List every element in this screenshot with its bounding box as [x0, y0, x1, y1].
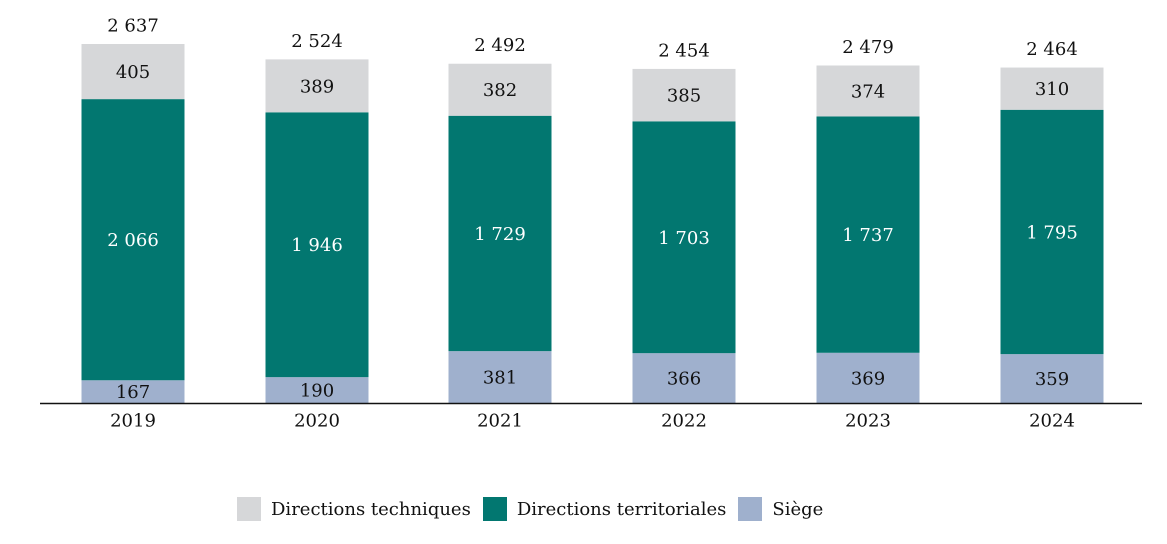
bar-segment-directions-territoriales-2022 — [632, 121, 736, 354]
bar-segment-siege-2020 — [265, 377, 369, 403]
legend: Directions techniques Directions territo… — [237, 497, 835, 521]
bar-segment-siege-2019 — [81, 380, 185, 403]
total-label-2024: 2 464 — [1026, 39, 1078, 60]
bar-segment-directions-territoriales-2019 — [81, 99, 185, 381]
data-label-directions-techniques-2020: 389 — [300, 76, 334, 97]
data-label-directions-territoriales-2021: 1 729 — [474, 224, 526, 245]
data-label-directions-techniques-2022: 385 — [667, 86, 701, 107]
stacked-bar-chart: 167 2 066 405 2 637 2019 190 1 946 389 2 524 2020… — [40, 16, 1142, 432]
data-label-siege-2022: 366 — [667, 369, 701, 390]
bars-group — [81, 44, 1104, 403]
data-label-siege-2023: 369 — [851, 368, 885, 389]
data-label-directions-territoriales-2022: 1 703 — [658, 228, 710, 249]
x-tick-label-2019: 2019 — [110, 411, 156, 432]
total-label-2019: 2 637 — [107, 16, 159, 37]
data-label-directions-territoriales-2023: 1 737 — [842, 225, 894, 246]
bar-segment-siege-2021 — [448, 351, 552, 403]
data-label-siege-2024: 359 — [1035, 369, 1069, 390]
legend-item-directions-techniques: Directions techniques — [237, 497, 471, 521]
bar-segment-siege-2024 — [1000, 354, 1104, 403]
total-label-2022: 2 454 — [658, 40, 710, 61]
legend-label-directions-techniques: Directions techniques — [271, 498, 471, 520]
legend-swatch-directions-territoriales — [482, 497, 507, 521]
legend-swatch-siege — [738, 497, 763, 521]
bar-segment-directions-territoriales-2021 — [448, 115, 552, 352]
x-tick-label-2020: 2020 — [294, 411, 340, 432]
legend-swatch-directions-techniques — [237, 497, 261, 521]
x-tick-label-2022: 2022 — [661, 411, 707, 432]
bar-segment-directions-techniques-2024 — [1000, 67, 1104, 110]
bar-segment-directions-territoriales-2020 — [265, 112, 369, 378]
data-label-siege-2021: 381 — [483, 368, 517, 389]
bar-segment-siege-2023 — [816, 352, 920, 403]
data-label-siege-2019: 167 — [116, 382, 150, 403]
bar-segment-directions-techniques-2021 — [448, 63, 552, 116]
bar-segment-directions-techniques-2020 — [265, 59, 369, 113]
total-label-2020: 2 524 — [291, 31, 343, 52]
bar-segment-directions-techniques-2019 — [81, 44, 185, 100]
bar-segment-directions-territoriales-2023 — [816, 116, 920, 353]
total-label-2023: 2 479 — [842, 37, 894, 58]
data-label-directions-territoriales-2024: 1 795 — [1026, 222, 1078, 243]
x-tick-label-2021: 2021 — [477, 411, 523, 432]
legend-item-siege: Siège — [738, 497, 823, 521]
legend-item-directions-territoriales: Directions territoriales — [482, 497, 727, 521]
bar-segment-directions-techniques-2023 — [816, 65, 920, 117]
bar-segment-directions-techniques-2022 — [632, 68, 736, 122]
total-label-2021: 2 492 — [474, 35, 526, 56]
data-label-directions-techniques-2023: 374 — [851, 81, 885, 102]
data-label-siege-2020: 190 — [300, 381, 334, 402]
x-tick-label-2023: 2023 — [845, 411, 891, 432]
data-label-directions-territoriales-2019: 2 066 — [107, 230, 159, 251]
legend-label-directions-territoriales: Directions territoriales — [516, 498, 727, 520]
bar-segment-siege-2022 — [632, 353, 736, 403]
data-label-directions-techniques-2021: 382 — [483, 80, 517, 101]
data-label-directions-techniques-2024: 310 — [1035, 79, 1069, 100]
labels-group: 167 2 066 405 2 637 2019 190 1 946 389 2 524 2020… — [107, 16, 1078, 432]
data-label-directions-techniques-2019: 405 — [116, 62, 150, 83]
bar-segment-directions-territoriales-2024 — [1000, 109, 1104, 355]
legend-label-siege: Siège — [772, 498, 824, 520]
x-tick-label-2024: 2024 — [1029, 411, 1075, 432]
data-label-directions-territoriales-2020: 1 946 — [291, 235, 343, 256]
